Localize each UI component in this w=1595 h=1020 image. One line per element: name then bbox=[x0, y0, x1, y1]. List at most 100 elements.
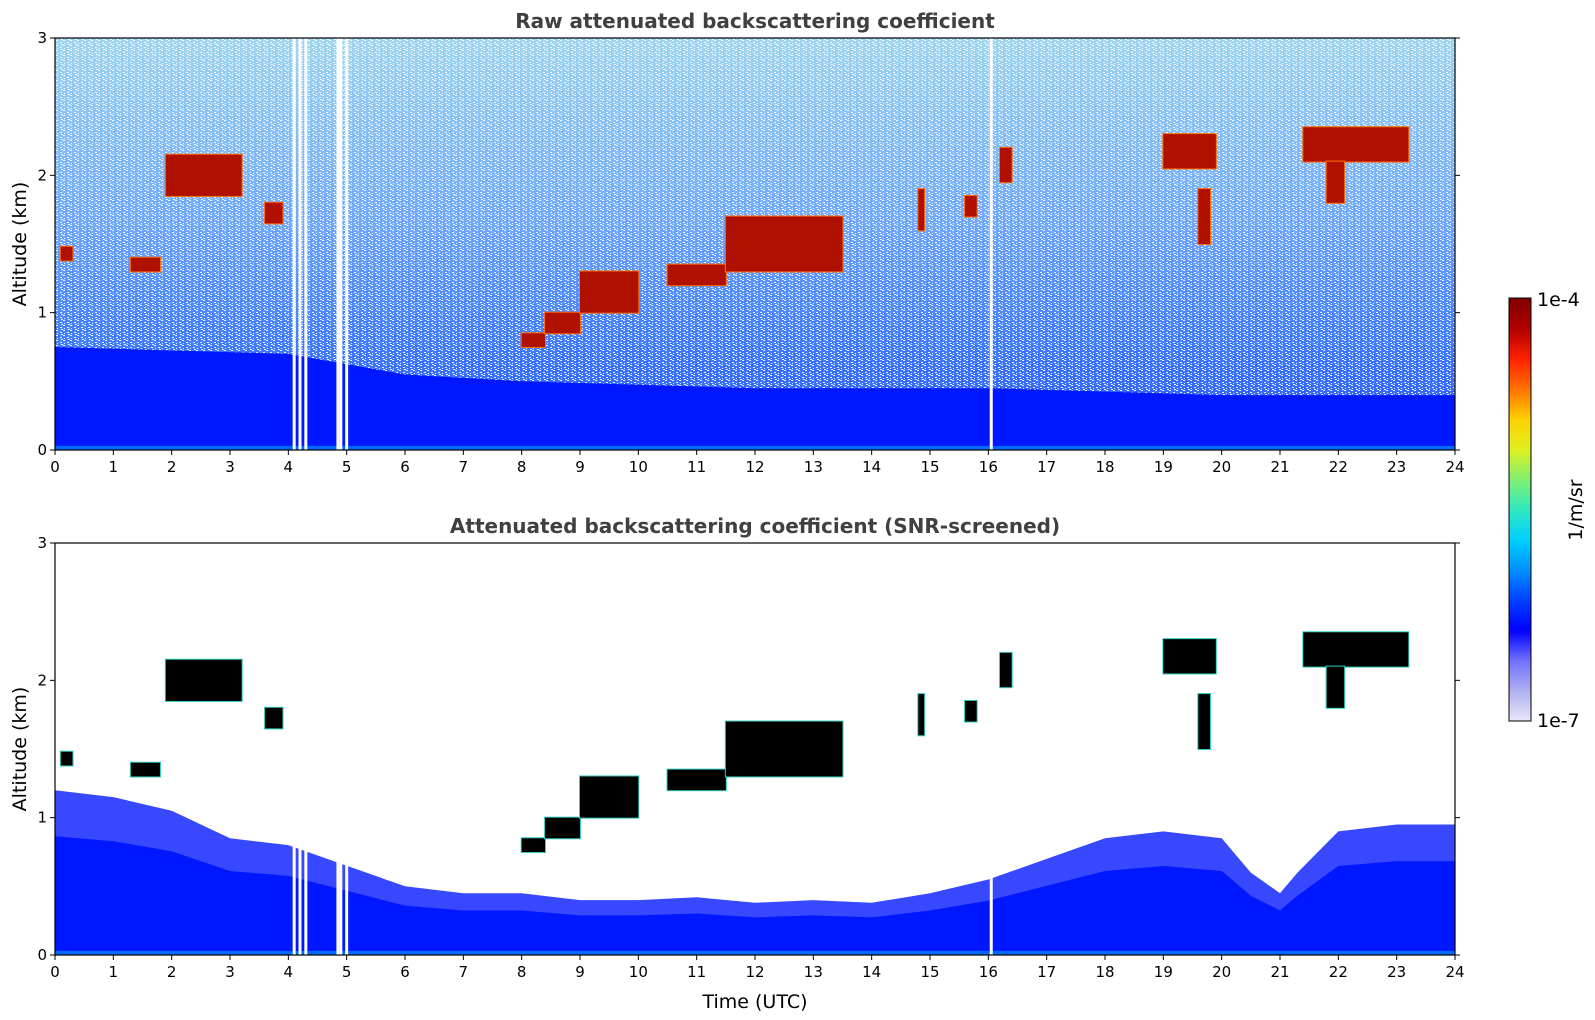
x-tick-label: 12 bbox=[745, 963, 764, 981]
x-tick-label: 6 bbox=[400, 458, 410, 476]
x-tick-label: 22 bbox=[1329, 458, 1348, 476]
cloud-layer bbox=[130, 257, 160, 272]
colorbar-gradient bbox=[1508, 297, 1532, 722]
cloud-layer bbox=[1163, 134, 1216, 169]
data-gap bbox=[304, 543, 308, 955]
cloud-layer bbox=[545, 817, 580, 839]
x-tick-label: 23 bbox=[1387, 963, 1406, 981]
x-tick-label: 9 bbox=[575, 963, 585, 981]
cloud-layer bbox=[165, 659, 242, 701]
cloud-layer bbox=[580, 776, 639, 818]
x-tick-label: 24 bbox=[1445, 963, 1464, 981]
x-tick-label: 4 bbox=[284, 963, 294, 981]
cloud-layer bbox=[165, 154, 242, 196]
data-gap bbox=[339, 543, 343, 955]
x-tick-label: 23 bbox=[1387, 458, 1406, 476]
cloud-layer bbox=[965, 700, 977, 722]
data-gap bbox=[304, 38, 308, 450]
data-gap bbox=[336, 543, 340, 955]
heatmap-area bbox=[55, 543, 1455, 955]
x-axis: 0 1 2 3 4 5 6 7 8 9 10 11 12 13 14 15 16 17 18 19 20 21 22 23 24 bbox=[50, 450, 1465, 476]
surface-layer bbox=[55, 445, 1455, 450]
cloud-layer bbox=[965, 195, 977, 217]
cloud-layer bbox=[1303, 127, 1409, 162]
cloud-layer bbox=[1326, 666, 1345, 708]
data-gap bbox=[292, 38, 296, 450]
x-axis-label: Time (UTC) bbox=[701, 991, 807, 1013]
cloud-layer bbox=[1000, 147, 1012, 183]
cloud-layer bbox=[918, 189, 925, 231]
x-tick-label: 1 bbox=[109, 458, 119, 476]
chart-title: Raw attenuated backscattering coefficien… bbox=[515, 9, 995, 33]
colorbar: 1e-4 1e-7 1/m/sr bbox=[1508, 289, 1587, 732]
x-tick-label: 3 bbox=[225, 963, 235, 981]
x-tick-label: 19 bbox=[1154, 458, 1173, 476]
x-tick-label: 21 bbox=[1270, 458, 1289, 476]
x-tick-label: 4 bbox=[284, 458, 294, 476]
data-gap bbox=[345, 543, 349, 955]
x-axis: 0 1 2 3 4 5 6 7 8 9 10 11 12 13 14 15 16 17 18 19 20 21 22 23 24 bbox=[50, 955, 1465, 981]
colorbar-max-label: 1e-4 bbox=[1537, 289, 1580, 311]
data-gap bbox=[298, 38, 302, 450]
x-tick-label: 14 bbox=[862, 458, 881, 476]
cloud-layer bbox=[265, 707, 283, 729]
cloud-layer bbox=[1000, 652, 1012, 688]
cloud-layer bbox=[130, 762, 160, 777]
x-tick-label: 21 bbox=[1270, 963, 1289, 981]
x-tick-label: 5 bbox=[342, 963, 352, 981]
data-gap bbox=[292, 543, 296, 955]
data-gap bbox=[345, 38, 349, 450]
x-tick-label: 17 bbox=[1037, 458, 1056, 476]
x-tick-label: 1 bbox=[109, 963, 119, 981]
y-tick-label: 3 bbox=[37, 29, 47, 47]
x-tick-label: 8 bbox=[517, 458, 527, 476]
x-tick-label: 0 bbox=[50, 458, 60, 476]
data-gap bbox=[336, 38, 340, 450]
surface-layer bbox=[55, 950, 1455, 955]
y-axis-label: Altitude (km) bbox=[9, 687, 31, 812]
cloud-layer bbox=[918, 694, 925, 736]
colorbar-unit-label: 1/m/sr bbox=[1565, 479, 1587, 540]
x-tick-label: 7 bbox=[459, 458, 469, 476]
cloud-layer bbox=[1198, 189, 1210, 244]
y-axis: 0 1 2 3 bbox=[37, 29, 1460, 459]
cloud-layer bbox=[667, 264, 726, 286]
chart-title: Attenuated backscattering coefficient (S… bbox=[450, 514, 1060, 538]
cloud-layer bbox=[521, 333, 545, 347]
x-tick-label: 13 bbox=[804, 458, 823, 476]
colorbar-min-label: 1e-7 bbox=[1537, 710, 1580, 732]
cloud-layer bbox=[60, 751, 73, 766]
x-tick-label: 15 bbox=[920, 963, 939, 981]
cloud-layer bbox=[725, 216, 843, 272]
cloud-layer bbox=[60, 246, 73, 261]
boundary-layer bbox=[55, 836, 1455, 955]
x-tick-label: 9 bbox=[575, 458, 585, 476]
x-tick-label: 12 bbox=[745, 458, 764, 476]
x-tick-label: 6 bbox=[400, 963, 410, 981]
x-tick-label: 10 bbox=[629, 963, 648, 981]
x-tick-label: 11 bbox=[687, 963, 706, 981]
cloud-layer bbox=[667, 769, 726, 791]
cloud-layer bbox=[1163, 639, 1216, 674]
x-tick-label: 8 bbox=[517, 963, 527, 981]
x-tick-label: 0 bbox=[50, 963, 60, 981]
x-tick-label: 5 bbox=[342, 458, 352, 476]
x-tick-label: 20 bbox=[1212, 458, 1231, 476]
cloud-layer bbox=[1303, 632, 1409, 667]
x-tick-label: 16 bbox=[979, 963, 998, 981]
data-gap bbox=[339, 38, 343, 450]
x-tick-label: 16 bbox=[979, 458, 998, 476]
x-tick-label: 3 bbox=[225, 458, 235, 476]
y-axis: 0 1 2 3 bbox=[37, 534, 1460, 964]
x-tick-label: 19 bbox=[1154, 963, 1173, 981]
x-tick-label: 14 bbox=[862, 963, 881, 981]
x-tick-label: 18 bbox=[1095, 963, 1114, 981]
cloud-layer bbox=[265, 202, 283, 224]
data-gap bbox=[989, 543, 993, 955]
x-tick-label: 15 bbox=[920, 458, 939, 476]
cloud-layer bbox=[725, 721, 843, 777]
y-tick-label: 2 bbox=[37, 671, 47, 689]
data-gap bbox=[298, 543, 302, 955]
x-tick-label: 10 bbox=[629, 458, 648, 476]
